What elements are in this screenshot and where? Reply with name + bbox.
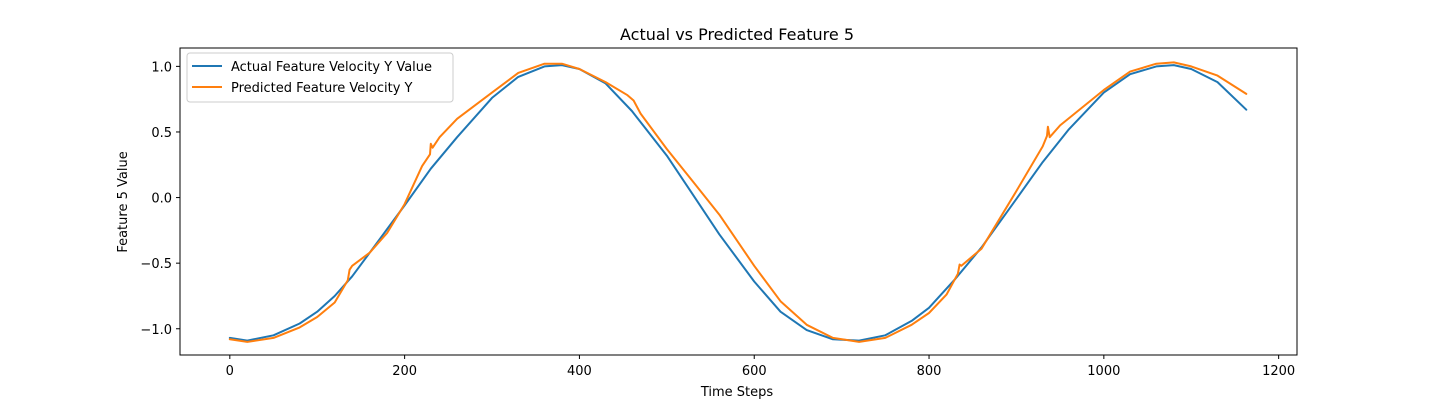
x-tick-label: 0 [226,364,234,379]
y-tick-label: 0.0 [151,192,172,207]
legend-box [186,52,454,103]
series-line-actual [228,64,1248,342]
x-tick-label: 1200 [1262,364,1295,379]
y-axis-title: Feature 5 Value [116,151,131,252]
series-layer [228,61,1248,343]
x-tick-label: 600 [742,364,767,379]
y-tick-label: 0.5 [151,126,172,141]
x-tick-label: 1000 [1087,364,1120,379]
y-tick-label: 1.0 [151,60,172,75]
series-line-predicted [228,61,1248,343]
legend: Actual Feature Velocity Y Value Predicte… [186,52,454,103]
x-axis-title: Time Steps [700,385,774,400]
x-axis: 0 200 400 600 800 1000 1200 [226,355,1295,379]
y-axis: −1.0 −0.5 0.0 0.5 1.0 [140,60,180,338]
plot-area-frame [179,47,1298,356]
x-tick-label: 200 [392,364,417,379]
y-tick-label: −1.0 [140,323,172,338]
x-tick-label: 800 [917,364,942,379]
x-tick-label: 400 [567,364,592,379]
legend-label-predicted: Predicted Feature Velocity Y [231,81,413,96]
legend-label-actual: Actual Feature Velocity Y Value [231,60,432,75]
chart-title: Actual vs Predicted Feature 5 [620,25,854,44]
y-tick-label: −0.5 [140,257,172,272]
